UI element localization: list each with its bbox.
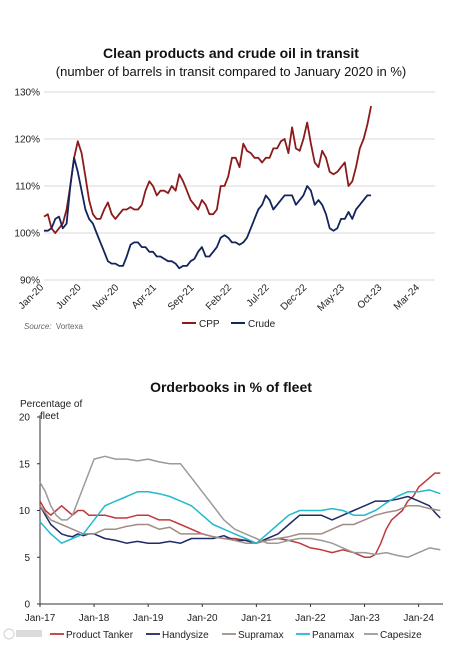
series-line-cpp <box>43 105 372 234</box>
y-tick-label: 130% <box>14 88 40 99</box>
x-tick-label: Jul-22 <box>245 282 272 309</box>
y-tick-label: 0 <box>24 600 30 611</box>
chart-transit-legend: CPP Crude <box>182 319 276 330</box>
x-tick-label: Jan-23 <box>349 613 380 624</box>
chart-orderbooks-y-axis: 0 5 10 15 20 <box>19 413 40 611</box>
x-tick-label: Dec-22 <box>279 282 310 313</box>
x-tick-label: Jan-24 <box>403 613 434 624</box>
x-tick-label: Jan-17 <box>25 613 56 624</box>
chart-orderbooks-legend: Product Tanker Handysize Supramax Panamax Ca… <box>50 630 422 641</box>
y-tick-label: 90% <box>20 276 40 287</box>
x-tick-label: May-23 <box>316 282 348 314</box>
source-value: Vortexa <box>56 322 84 331</box>
legend-label-capesize: Capesize <box>380 630 422 641</box>
chart-transit-title: Clean products and crude oil in transit <box>103 45 359 61</box>
x-tick-label: Jan-18 <box>79 613 110 624</box>
legend-label-crude: Crude <box>248 319 276 330</box>
legend-label-product-tanker: Product Tanker <box>66 630 134 641</box>
legend-label-supramax: Supramax <box>238 630 284 641</box>
x-tick-label: Mar-24 <box>392 282 422 312</box>
chart-transit: Clean products and crude oil in transit … <box>14 45 435 331</box>
x-tick-label: Jan-19 <box>133 613 164 624</box>
legend-label-handysize: Handysize <box>162 630 209 641</box>
chart-orderbooks-axes <box>39 415 443 605</box>
y-tick-label: 120% <box>14 135 40 146</box>
y-tick-label: 10 <box>19 506 31 517</box>
x-tick-label: Apr-21 <box>130 282 159 311</box>
x-tick-label: Oct-23 <box>355 282 384 311</box>
legend-label-cpp: CPP <box>199 319 220 330</box>
series-line-panamax <box>39 489 441 544</box>
chart-orderbooks-title: Orderbooks in % of fleet <box>150 379 312 395</box>
x-tick-label: Feb-22 <box>204 282 234 312</box>
chart-orderbooks-ylabel-line1: Percentage of <box>20 399 82 410</box>
chart-orderbooks: Orderbooks in % of fleet Percentage of f… <box>19 379 443 641</box>
x-tick-label: Jan-22 <box>295 613 326 624</box>
y-tick-label: 5 <box>24 553 30 564</box>
legend-label-panamax: Panamax <box>312 630 354 641</box>
y-tick-label: 110% <box>15 182 40 193</box>
chart-transit-series <box>43 105 372 270</box>
x-tick-label: Nov-20 <box>91 282 122 313</box>
watermark-logo <box>3 628 42 640</box>
x-tick-label: Jan-21 <box>241 613 272 624</box>
series-line-capesize <box>39 455 441 559</box>
chart-transit-grid <box>44 91 435 281</box>
series-line-crude <box>44 156 372 270</box>
y-tick-label: 100% <box>14 229 40 240</box>
chart-orderbooks-series <box>39 455 441 559</box>
chart-transit-y-axis: 90% 100% 110% 120% 130% <box>14 88 40 287</box>
chart-orderbooks-x-axis: Jan-17 Jan-18 Jan-19 Jan-20 Jan-21 Jan-22 Jan-… <box>25 604 434 624</box>
series-line-supramax <box>39 505 441 544</box>
source-label: Source: <box>24 322 52 331</box>
chart-transit-x-axis: Jan-20 Jun-20 Nov-20 Apr-21 Sep-21 Feb-22 Jul-… <box>17 282 423 314</box>
x-tick-label: Sep-21 <box>166 282 197 313</box>
x-tick-label: Jan-20 <box>187 613 218 624</box>
chart-transit-subtitle: (number of barrels in transit compared t… <box>56 64 406 79</box>
chart-orderbooks-ylabel-line2: fleet <box>40 411 59 422</box>
x-tick-label: Jun-20 <box>54 282 84 312</box>
y-tick-label: 15 <box>19 459 31 470</box>
series-line-product-tanker <box>39 472 441 559</box>
chart-transit-source: Source: Vortexa <box>24 322 83 331</box>
y-tick-label: 20 <box>19 413 31 424</box>
